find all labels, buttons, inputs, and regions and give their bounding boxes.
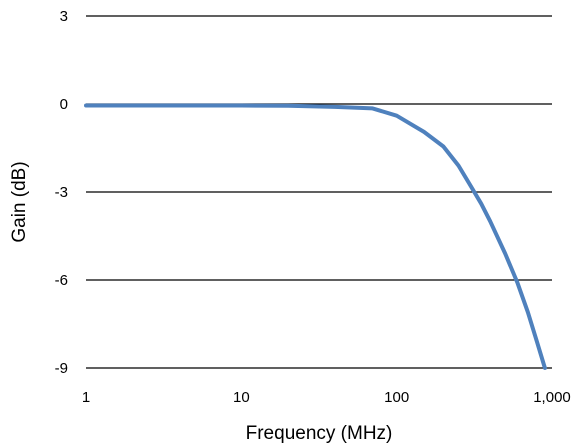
y-tick-label: -9 bbox=[55, 360, 68, 377]
x-tick-label: 100 bbox=[384, 389, 409, 406]
series-layer bbox=[84, 103, 547, 370]
grid-lines bbox=[86, 15, 552, 369]
x-tick-label: 1,000 bbox=[533, 389, 571, 406]
y-tick-label: 0 bbox=[60, 96, 68, 113]
x-tick-labels: 1 10 100 1,000 bbox=[82, 389, 571, 406]
y-axis-title: Gain (dB) bbox=[9, 161, 30, 242]
y-tick-label: -3 bbox=[55, 184, 68, 201]
x-tick-label: 10 bbox=[233, 389, 250, 406]
y-tick-labels: 3 0 -3 -6 -9 bbox=[55, 8, 68, 377]
y-tick-label: 3 bbox=[60, 8, 68, 25]
y-tick-label: -6 bbox=[55, 272, 68, 289]
series-line bbox=[84, 103, 547, 370]
x-axis-title: Frequency (MHz) bbox=[246, 423, 393, 444]
x-tick-label: 1 bbox=[82, 389, 90, 406]
